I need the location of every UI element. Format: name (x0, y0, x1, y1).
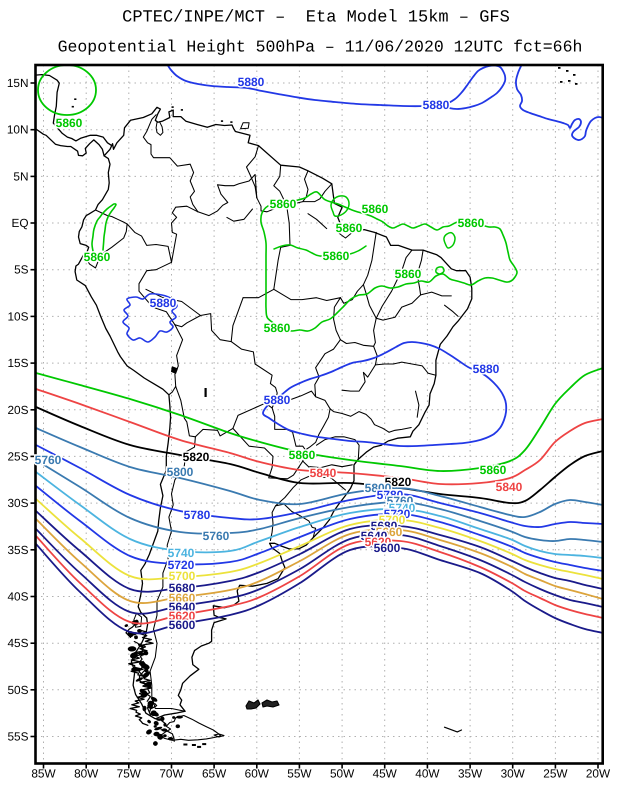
svg-text:5860: 5860 (84, 250, 111, 264)
svg-text:5820: 5820 (183, 450, 210, 464)
svg-text:5680: 5680 (371, 519, 398, 533)
svg-text:5760: 5760 (203, 529, 230, 543)
svg-text:CPTEC/INPE/MCT – Eta Model 15: CPTEC/INPE/MCT – Eta Model 15km – GFS (122, 9, 510, 28)
svg-text:5880: 5880 (264, 393, 291, 407)
svg-text:75W: 75W (117, 766, 142, 780)
svg-text:35W: 35W (458, 766, 483, 780)
svg-text:5640: 5640 (169, 600, 196, 614)
svg-text:5660: 5660 (376, 525, 403, 539)
svg-text:5760: 5760 (35, 453, 62, 467)
svg-text:15N: 15N (7, 76, 29, 90)
svg-text:45S: 45S (8, 636, 29, 650)
svg-text:60W: 60W (245, 766, 270, 780)
svg-text:5820: 5820 (385, 475, 412, 489)
svg-text:65W: 65W (202, 766, 227, 780)
svg-text:40W: 40W (415, 766, 440, 780)
svg-text:5780: 5780 (377, 488, 404, 502)
svg-text:5860: 5860 (395, 267, 422, 281)
svg-text:5880: 5880 (423, 98, 450, 112)
svg-text:5880: 5880 (473, 362, 500, 376)
svg-text:30S: 30S (8, 496, 29, 510)
svg-text:5740: 5740 (168, 546, 195, 560)
svg-text:5600: 5600 (374, 541, 401, 555)
svg-text:85W: 85W (31, 766, 56, 780)
svg-text:5680: 5680 (169, 581, 196, 595)
svg-text:5600: 5600 (169, 618, 196, 632)
svg-text:5640: 5640 (361, 529, 388, 543)
svg-text:5860: 5860 (362, 202, 389, 216)
svg-text:80W: 80W (74, 766, 99, 780)
svg-text:5800: 5800 (365, 481, 392, 495)
svg-text:50S: 50S (8, 683, 29, 697)
svg-text:5860: 5860 (56, 116, 83, 130)
svg-text:5700: 5700 (379, 513, 406, 527)
svg-text:5800: 5800 (167, 465, 194, 479)
svg-text:5660: 5660 (169, 591, 196, 605)
svg-text:5720: 5720 (384, 507, 411, 521)
svg-text:10S: 10S (8, 309, 29, 323)
svg-text:55W: 55W (287, 766, 312, 780)
svg-text:5N: 5N (13, 169, 28, 183)
svg-text:5620: 5620 (365, 535, 392, 549)
svg-text:30W: 30W (501, 766, 526, 780)
svg-text:55S: 55S (8, 730, 29, 744)
svg-text:5700: 5700 (169, 569, 196, 583)
svg-text:40S: 40S (8, 590, 29, 604)
svg-text:20S: 20S (8, 403, 29, 417)
svg-text:5860: 5860 (480, 463, 507, 477)
svg-text:5860: 5860 (264, 321, 291, 335)
svg-text:5S: 5S (14, 263, 29, 277)
svg-text:Geopotential Height 500hPa – 1: Geopotential Height 500hPa – 11/06/2020 … (58, 38, 583, 57)
svg-text:10N: 10N (7, 123, 29, 137)
svg-text:5760: 5760 (387, 494, 414, 508)
svg-text:35S: 35S (8, 543, 29, 557)
svg-text:5880: 5880 (150, 296, 177, 310)
svg-text:5860: 5860 (336, 221, 363, 235)
svg-text:25W: 25W (543, 766, 568, 780)
svg-text:5840: 5840 (310, 466, 337, 480)
svg-text:5840: 5840 (496, 480, 523, 494)
svg-text:5860: 5860 (458, 216, 485, 230)
svg-text:25S: 25S (8, 449, 29, 463)
svg-text:EQ: EQ (11, 216, 28, 230)
svg-text:50W: 50W (330, 766, 355, 780)
svg-text:5720: 5720 (168, 558, 195, 572)
svg-text:5860: 5860 (323, 249, 350, 263)
svg-text:5740: 5740 (389, 501, 416, 515)
svg-text:5620: 5620 (169, 609, 196, 623)
svg-text:70W: 70W (159, 766, 184, 780)
svg-text:5860: 5860 (270, 197, 297, 211)
svg-text:5780: 5780 (184, 508, 211, 522)
svg-text:5860: 5860 (289, 448, 316, 462)
svg-text:20W: 20W (586, 766, 611, 780)
svg-text:15S: 15S (8, 356, 29, 370)
svg-text:45W: 45W (373, 766, 398, 780)
svg-text:5880: 5880 (238, 75, 265, 89)
